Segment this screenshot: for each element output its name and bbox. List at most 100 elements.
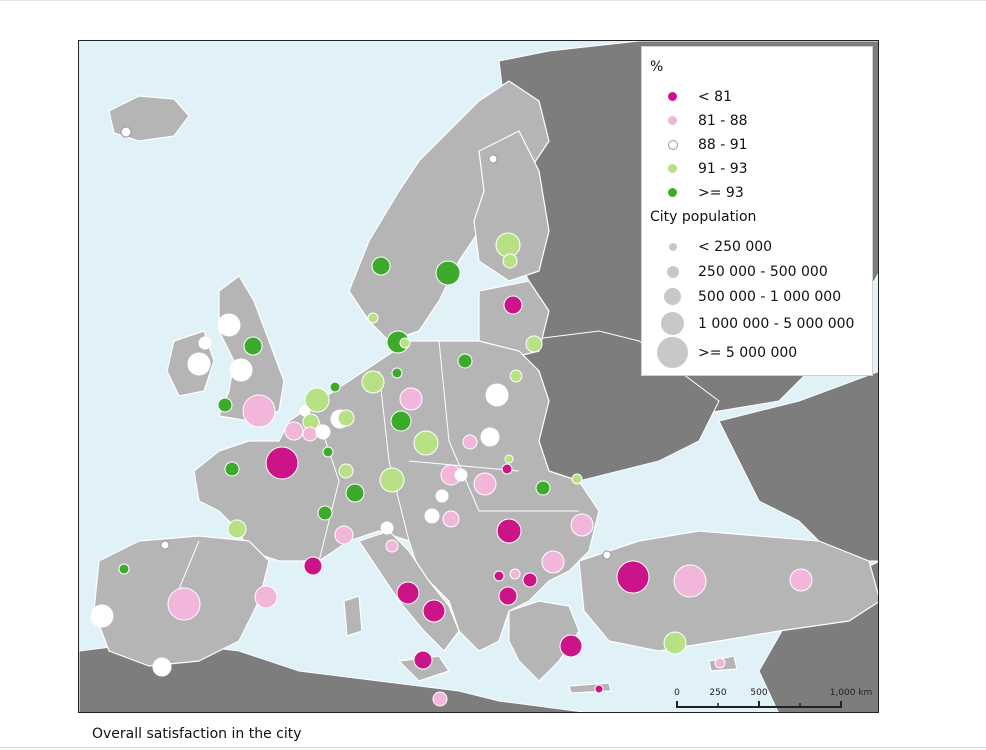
legend-size-circle: [661, 312, 684, 335]
city-marker: [317, 505, 333, 521]
city-marker: [391, 367, 403, 379]
legend-label: >= 5 000 000: [698, 345, 798, 361]
city-marker: [152, 657, 172, 677]
legend-item-pop-4: 1 000 000 - 5 000 000: [642, 312, 874, 335]
legend-size-circle: [664, 288, 681, 305]
city-marker: [488, 154, 498, 164]
legend-item-lt81: < 81: [642, 86, 874, 108]
city-marker: [334, 525, 354, 545]
city-marker: [338, 463, 354, 479]
city-marker: [663, 631, 687, 655]
city-marker: [789, 568, 813, 592]
legend-label: >= 93: [698, 185, 744, 201]
scale-label-250: 250: [709, 688, 726, 698]
sardinia-land: [343, 595, 363, 637]
city-marker: [390, 410, 412, 432]
legend-label: < 250 000: [698, 239, 773, 255]
city-marker: [304, 387, 330, 413]
turkey-land: [578, 530, 878, 652]
city-marker: [90, 604, 114, 628]
map-caption: Overall satisfaction in the city: [92, 726, 302, 742]
city-marker: [498, 586, 518, 606]
city-marker: [502, 253, 518, 269]
city-marker: [462, 434, 478, 450]
legend-population-title: City population: [650, 209, 757, 225]
city-marker: [535, 480, 551, 496]
city-marker: [229, 358, 253, 382]
city-marker: [265, 446, 299, 480]
greece-land: [508, 600, 580, 682]
city-marker: [379, 467, 405, 493]
city-marker: [385, 539, 399, 553]
city-marker: [480, 427, 500, 447]
legend-item-81-88: 81 - 88: [642, 110, 874, 132]
legend-label: 500 000 - 1 000 000: [698, 289, 842, 305]
city-marker: [303, 556, 323, 576]
city-marker: [496, 518, 522, 544]
city-marker: [345, 483, 365, 503]
legend-label: 81 - 88: [698, 113, 748, 129]
city-marker: [435, 489, 449, 503]
border-line: [408, 460, 520, 472]
city-marker: [424, 508, 440, 524]
legend-item-pop-5: >= 5 000 000: [642, 337, 874, 368]
city-marker: [493, 570, 505, 582]
city-marker: [457, 353, 473, 369]
city-marker: [594, 684, 604, 694]
city-marker: [160, 540, 170, 550]
border-line: [318, 420, 340, 562]
city-marker: [187, 352, 211, 376]
city-marker: [509, 568, 521, 580]
city-marker: [399, 387, 423, 411]
city-marker: [495, 232, 521, 258]
city-marker: [435, 260, 461, 286]
city-marker: [198, 336, 212, 350]
city-marker: [361, 370, 385, 394]
city-marker: [217, 313, 241, 337]
legend: % < 81 81 - 88 88 - 91 91 - 93 >= 93 Cit…: [641, 46, 873, 376]
city-marker: [525, 335, 543, 353]
city-marker: [541, 550, 565, 574]
city-marker: [227, 519, 247, 539]
legend-label: 91 - 93: [698, 161, 748, 177]
bottom-rule: [0, 747, 986, 748]
legend-item-91-93: 91 - 93: [642, 158, 874, 180]
legend-item-ge93: >= 93: [642, 182, 874, 204]
city-marker: [559, 634, 583, 658]
city-marker: [120, 126, 132, 138]
europe-map: 0 250 500 1,000 km: [79, 41, 878, 712]
legend-item-pop-1: < 250 000: [642, 236, 874, 258]
city-marker: [315, 424, 331, 440]
city-marker: [422, 599, 446, 623]
city-marker: [714, 657, 726, 669]
city-markers: [90, 126, 813, 707]
legend-label: 1 000 000 - 5 000 000: [698, 316, 855, 332]
legend-label: < 81: [698, 89, 732, 105]
legend-item-pop-2: 250 000 - 500 000: [642, 261, 874, 283]
city-marker: [371, 256, 391, 276]
legend-size-circle: [669, 243, 677, 251]
city-marker: [442, 510, 460, 528]
legend-swatch-circle: [668, 92, 677, 101]
legend-swatch-circle: [668, 116, 677, 125]
city-marker: [673, 564, 707, 598]
legend-item-pop-3: 500 000 - 1 000 000: [642, 286, 874, 308]
city-marker: [396, 581, 420, 605]
city-marker: [485, 383, 509, 407]
city-marker: [302, 426, 318, 442]
legend-swatch-circle: [668, 188, 677, 197]
legend-size-circle: [657, 337, 688, 368]
city-marker: [432, 691, 448, 707]
city-marker: [242, 394, 276, 428]
legend-satisfaction-title: %: [650, 59, 664, 75]
scale-label-0: 0: [674, 688, 680, 698]
scale-label-1000: 1,000 km: [830, 688, 873, 698]
city-marker: [504, 454, 514, 464]
legend-label: 250 000 - 500 000: [698, 264, 828, 280]
city-marker: [571, 473, 583, 485]
legend-swatch-circle: [668, 140, 678, 150]
city-marker: [413, 430, 439, 456]
city-marker: [413, 650, 433, 670]
city-marker: [602, 550, 612, 560]
city-marker: [329, 381, 341, 393]
